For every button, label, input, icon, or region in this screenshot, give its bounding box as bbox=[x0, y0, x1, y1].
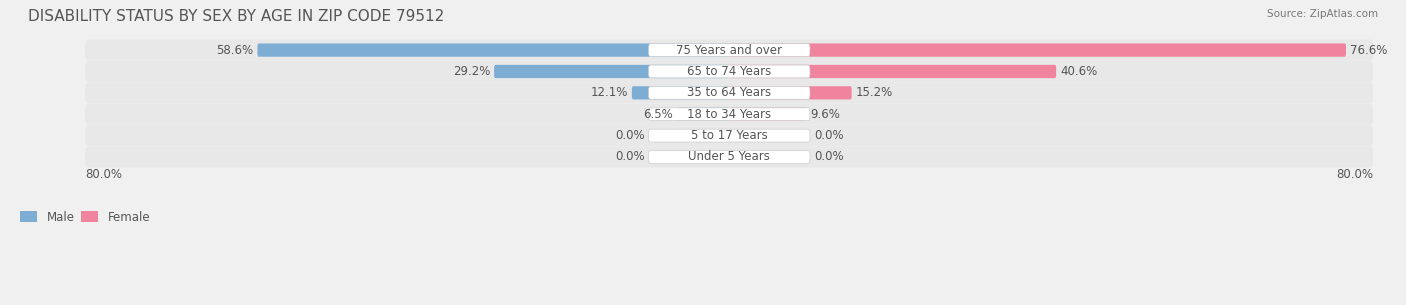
Text: 12.1%: 12.1% bbox=[591, 86, 628, 99]
FancyBboxPatch shape bbox=[84, 40, 1374, 61]
Text: 76.6%: 76.6% bbox=[1350, 44, 1388, 57]
Text: 0.0%: 0.0% bbox=[614, 150, 645, 163]
FancyBboxPatch shape bbox=[648, 86, 810, 99]
FancyBboxPatch shape bbox=[84, 146, 1374, 167]
Text: 9.6%: 9.6% bbox=[811, 108, 841, 121]
FancyBboxPatch shape bbox=[257, 43, 730, 57]
FancyBboxPatch shape bbox=[730, 65, 1056, 78]
FancyBboxPatch shape bbox=[494, 65, 730, 78]
FancyBboxPatch shape bbox=[648, 129, 810, 142]
Text: Under 5 Years: Under 5 Years bbox=[689, 150, 770, 163]
Text: 35 to 64 Years: 35 to 64 Years bbox=[688, 86, 772, 99]
Text: 15.2%: 15.2% bbox=[856, 86, 893, 99]
FancyBboxPatch shape bbox=[84, 104, 1374, 125]
Text: 80.0%: 80.0% bbox=[86, 168, 122, 181]
FancyBboxPatch shape bbox=[84, 61, 1374, 82]
Text: 29.2%: 29.2% bbox=[453, 65, 491, 78]
Text: Source: ZipAtlas.com: Source: ZipAtlas.com bbox=[1267, 9, 1378, 19]
FancyBboxPatch shape bbox=[84, 125, 1374, 146]
FancyBboxPatch shape bbox=[730, 43, 1346, 57]
FancyBboxPatch shape bbox=[84, 82, 1374, 103]
Text: 6.5%: 6.5% bbox=[643, 108, 673, 121]
Text: 0.0%: 0.0% bbox=[614, 129, 645, 142]
FancyBboxPatch shape bbox=[730, 86, 852, 99]
FancyBboxPatch shape bbox=[631, 86, 730, 99]
Text: 0.0%: 0.0% bbox=[814, 129, 844, 142]
Text: 0.0%: 0.0% bbox=[814, 150, 844, 163]
Text: DISABILITY STATUS BY SEX BY AGE IN ZIP CODE 79512: DISABILITY STATUS BY SEX BY AGE IN ZIP C… bbox=[28, 9, 444, 24]
Text: 65 to 74 Years: 65 to 74 Years bbox=[688, 65, 772, 78]
Text: 18 to 34 Years: 18 to 34 Years bbox=[688, 108, 772, 121]
FancyBboxPatch shape bbox=[648, 151, 810, 163]
Text: 58.6%: 58.6% bbox=[217, 44, 253, 57]
FancyBboxPatch shape bbox=[648, 108, 810, 121]
Legend: Male, Female: Male, Female bbox=[15, 206, 155, 228]
Text: 80.0%: 80.0% bbox=[1336, 168, 1374, 181]
Text: 5 to 17 Years: 5 to 17 Years bbox=[690, 129, 768, 142]
FancyBboxPatch shape bbox=[648, 44, 810, 56]
FancyBboxPatch shape bbox=[676, 108, 730, 121]
Text: 75 Years and over: 75 Years and over bbox=[676, 44, 782, 57]
Text: 40.6%: 40.6% bbox=[1060, 65, 1098, 78]
FancyBboxPatch shape bbox=[730, 108, 807, 121]
FancyBboxPatch shape bbox=[648, 65, 810, 78]
